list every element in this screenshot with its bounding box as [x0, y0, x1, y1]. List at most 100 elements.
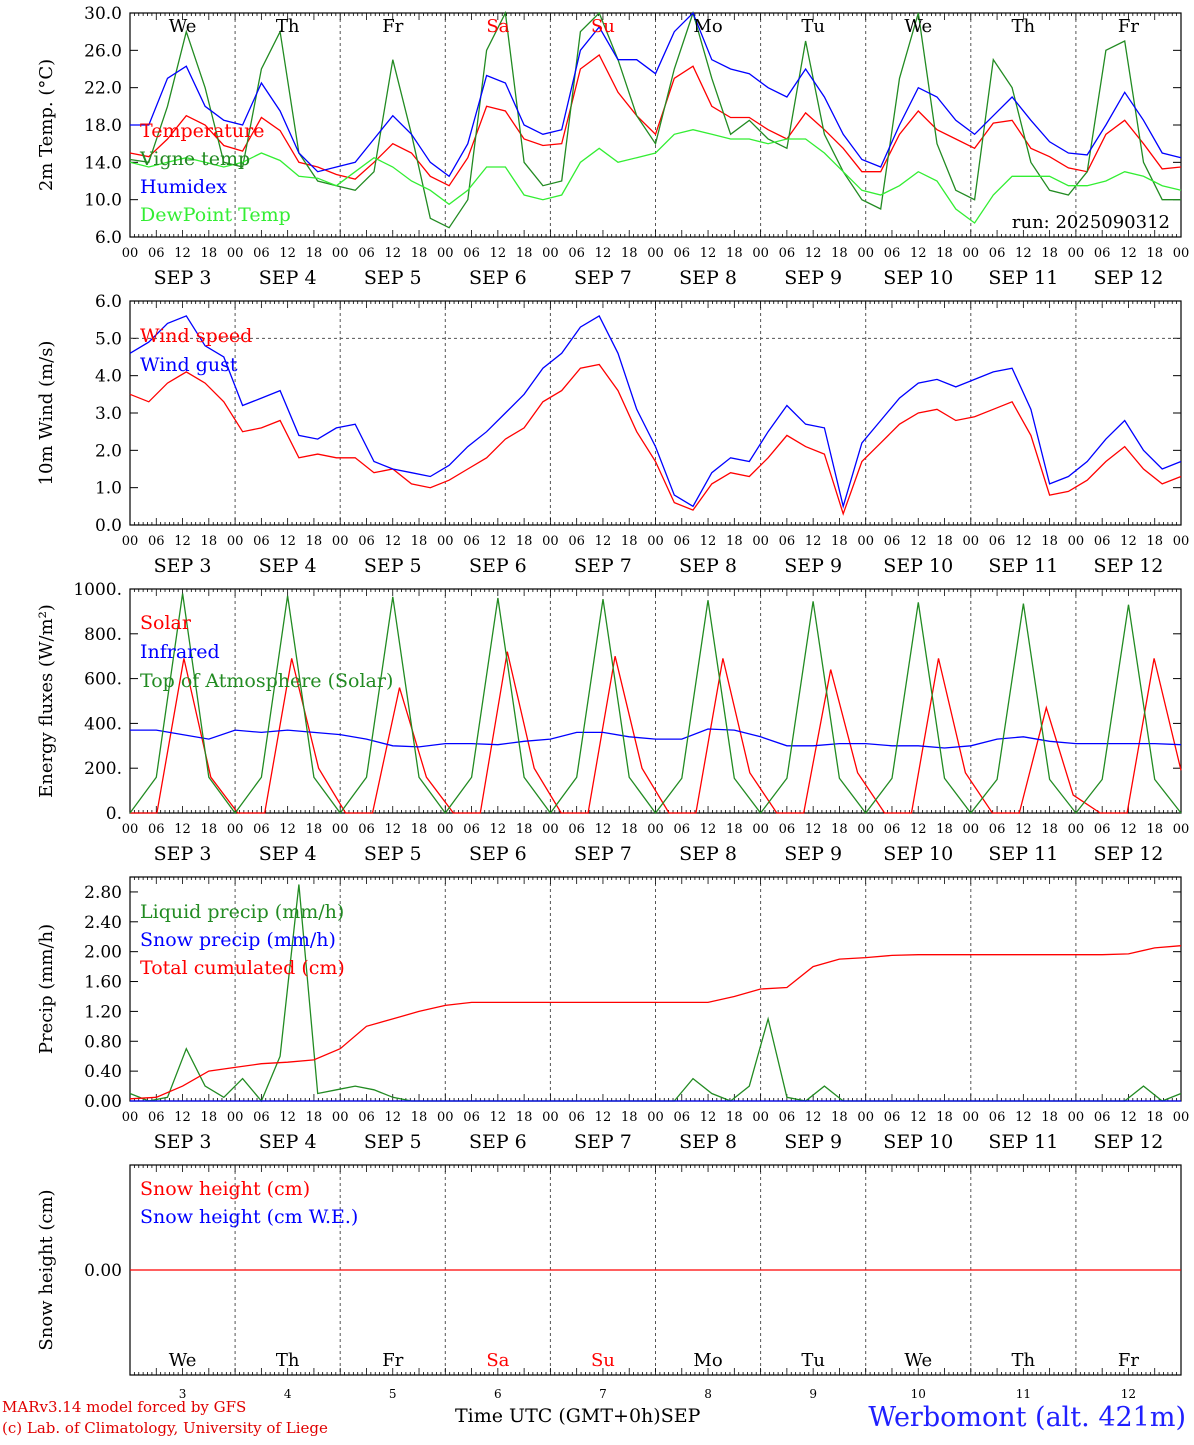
hour-tick-label: 12 — [384, 1110, 401, 1125]
date-label: SEP 5 — [364, 1131, 422, 1153]
hour-tick-label: 00 — [857, 822, 874, 837]
hour-tick-label: 06 — [463, 822, 480, 837]
weekday-label: Fr — [1118, 16, 1139, 37]
hour-tick-label: 00 — [647, 822, 664, 837]
date-label: SEP 7 — [574, 843, 632, 865]
hour-tick-label: 18 — [201, 822, 218, 837]
weekday-label: Su — [591, 16, 615, 37]
hour-tick-label: 00 — [1173, 534, 1190, 549]
hour-tick-label: 18 — [726, 822, 743, 837]
date-label: SEP 6 — [469, 1131, 527, 1153]
hour-tick-label: 12 — [910, 1110, 927, 1125]
weekday-label: Th — [1012, 1350, 1036, 1371]
y-tick-label: 1.20 — [84, 1002, 122, 1022]
date-label: SEP 5 — [364, 555, 422, 577]
hour-tick-label: 18 — [936, 246, 953, 261]
hour-tick-label: 12 — [1120, 822, 1137, 837]
x-axis-label: Time UTC (GMT+0h) — [455, 1405, 661, 1427]
y-tick-label: 6.0 — [95, 292, 122, 312]
hour-tick-label: 00 — [437, 534, 454, 549]
hour-tick-label: 06 — [148, 822, 165, 837]
legend-entry: Temperature — [140, 120, 264, 142]
hour-tick-label: 00 — [332, 1110, 349, 1125]
legend-entry: Snow height (cm) — [140, 1178, 310, 1200]
weekday-label: Sa — [486, 1350, 509, 1371]
hour-tick-label: 00 — [437, 1110, 454, 1125]
y-tick-label: 200. — [84, 759, 122, 779]
panel-2-frame — [129, 588, 1182, 814]
date-label: SEP 4 — [259, 555, 317, 577]
hour-tick-label: 12 — [1015, 534, 1032, 549]
hour-tick-label: 06 — [463, 1110, 480, 1125]
hour-tick-label: 06 — [148, 1110, 165, 1125]
hour-tick-label: 00 — [542, 246, 559, 261]
hour-tick-label: 06 — [989, 534, 1006, 549]
date-label: SEP 8 — [679, 843, 737, 865]
weekday-label: Th — [276, 1350, 300, 1371]
series-line-wind-speed — [129, 363, 1182, 516]
hour-tick-label: 06 — [989, 246, 1006, 261]
y-tick-label: 400. — [84, 714, 122, 734]
hour-tick-label: 12 — [805, 822, 822, 837]
hour-tick-label: 12 — [490, 822, 507, 837]
hour-tick-label: 06 — [358, 1110, 375, 1125]
day-number-label: 8 — [704, 1387, 712, 1401]
date-label: SEP 5 — [364, 843, 422, 865]
hour-tick-label: 12 — [1015, 822, 1032, 837]
y-tick-label: 800. — [84, 625, 122, 645]
weekday-label: Tu — [801, 1350, 825, 1371]
y-tick-label: 3.0 — [95, 404, 122, 424]
hour-tick-label: 12 — [384, 246, 401, 261]
legend-entry: Infrared — [140, 641, 220, 663]
y-tick-label: 0.80 — [84, 1032, 122, 1052]
legend-entry: Snow height (cm W.E.) — [140, 1206, 358, 1228]
date-label: SEP 6 — [469, 555, 527, 577]
y-tick-label: 0.00 — [84, 1092, 122, 1112]
series-line-humidex — [130, 11, 1182, 178]
weekday-label: We — [169, 16, 197, 37]
hour-tick-label: 00 — [332, 534, 349, 549]
hour-tick-label: 18 — [621, 822, 638, 837]
y-tick-label: 14.0 — [84, 153, 122, 173]
hour-tick-label: 00 — [1173, 1110, 1190, 1125]
date-label: SEP 10 — [883, 1131, 953, 1153]
model-credit: MARv3.14 model forced by GFS — [2, 1398, 247, 1416]
hour-tick-label: 18 — [201, 246, 218, 261]
hour-tick-label: 00 — [227, 534, 244, 549]
hour-tick-label: 06 — [674, 534, 691, 549]
hour-tick-label: 06 — [779, 1110, 796, 1125]
hour-tick-label: 12 — [910, 534, 927, 549]
weekday-label: Su — [591, 1350, 615, 1371]
hour-tick-label: 00 — [122, 822, 139, 837]
weekday-label: Mo — [693, 1350, 722, 1371]
date-label: SEP 12 — [1094, 843, 1164, 865]
panel-1-frame — [129, 300, 1182, 526]
x-axis-title: Time UTC (GMT+0h)SEP — [455, 1405, 700, 1427]
hour-tick-label: 18 — [201, 534, 218, 549]
hour-tick-label: 12 — [1015, 246, 1032, 261]
hour-tick-label: 06 — [779, 822, 796, 837]
hour-tick-label: 00 — [647, 246, 664, 261]
hour-tick-label: 12 — [174, 534, 191, 549]
hour-tick-label: 06 — [884, 534, 901, 549]
hour-tick-label: 00 — [752, 822, 769, 837]
hour-tick-label: 00 — [227, 822, 244, 837]
legend-entry: Total cumulated (cm) — [140, 957, 345, 979]
run-label: run: 2025090312 — [1012, 212, 1170, 233]
hour-tick-label: 12 — [279, 822, 296, 837]
weekday-label: Fr — [382, 1350, 403, 1371]
hour-tick-label: 12 — [1120, 534, 1137, 549]
y-tick-label: 26.0 — [84, 41, 122, 61]
panel-3-ylabel: Precip (mm/h) — [36, 924, 57, 1054]
hour-tick-label: 00 — [332, 822, 349, 837]
hour-tick-label: 12 — [1120, 1110, 1137, 1125]
hour-tick-label: 00 — [857, 1110, 874, 1125]
hour-tick-label: 00 — [752, 1110, 769, 1125]
hour-tick-label: 06 — [253, 246, 270, 261]
day-number-label: 4 — [284, 1387, 292, 1401]
hour-tick-label: 18 — [936, 1110, 953, 1125]
y-tick-label: 1.60 — [84, 973, 122, 993]
date-label: SEP 11 — [988, 555, 1058, 577]
